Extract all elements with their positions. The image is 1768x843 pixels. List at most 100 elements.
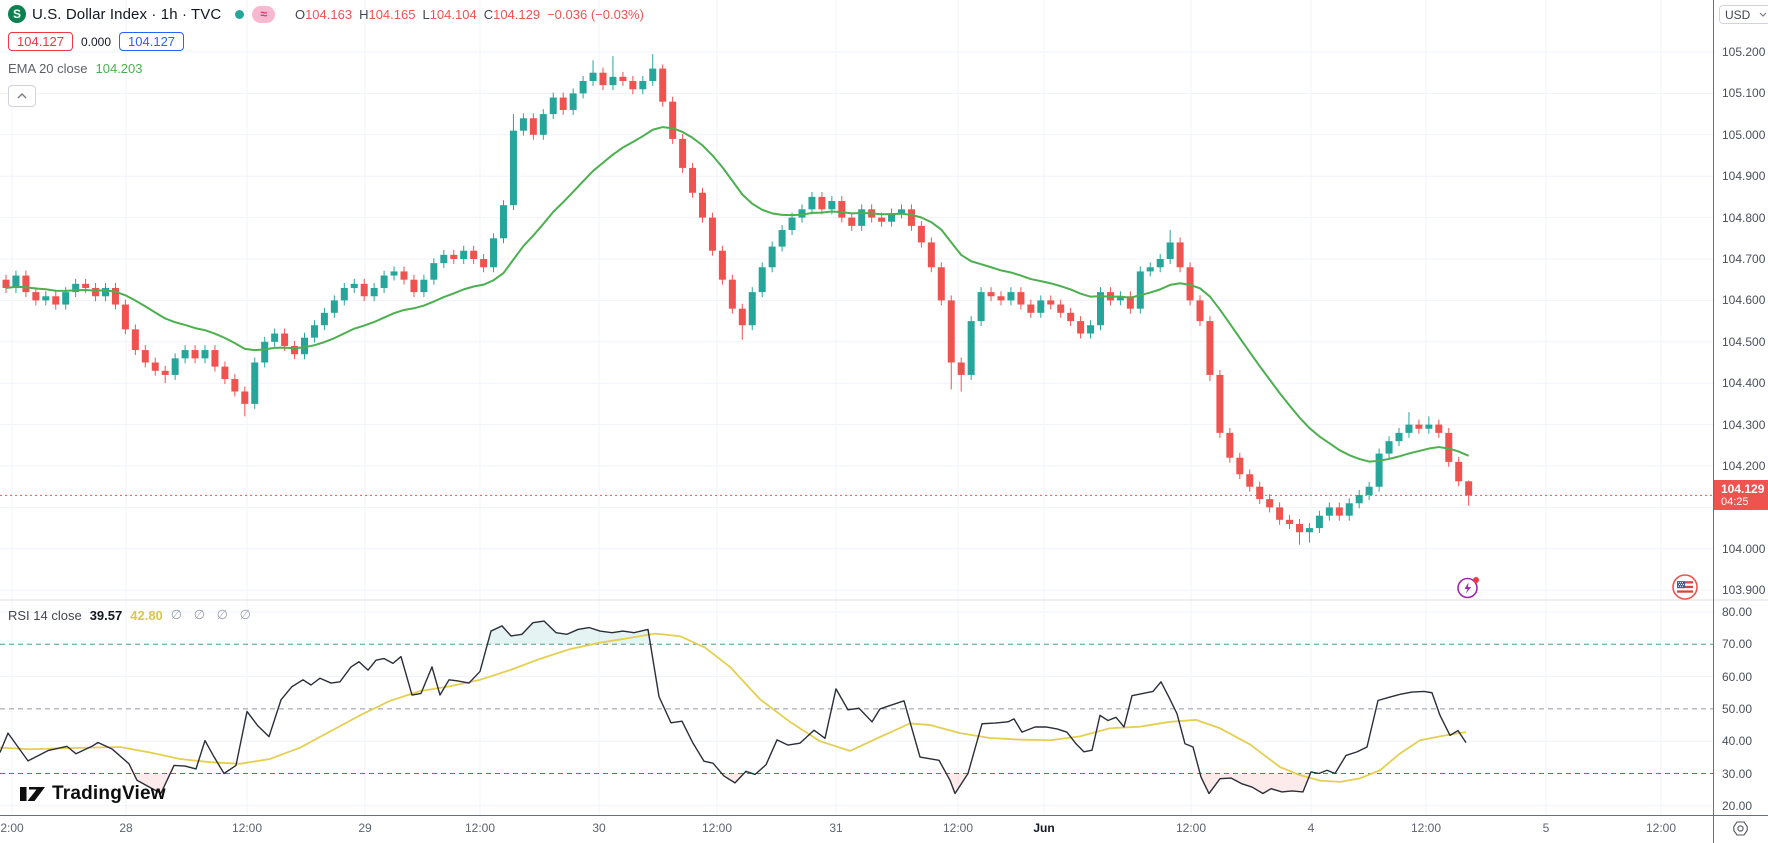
price-axis-label: 105.000	[1722, 127, 1766, 142]
candle-body	[410, 279, 418, 293]
candle-body	[82, 283, 90, 288]
candle-body	[1435, 424, 1443, 433]
candle-body	[1196, 300, 1204, 322]
candle-body	[440, 254, 448, 264]
candle-body	[937, 267, 945, 301]
candle-body	[320, 312, 328, 326]
rsi-axis-label: 30.00	[1722, 766, 1753, 781]
candle-body	[1126, 296, 1134, 309]
currency-selector[interactable]: USD	[1719, 5, 1768, 24]
candle-body	[52, 296, 60, 305]
candle-body	[609, 76, 617, 86]
candle-body	[141, 350, 149, 363]
candle-body	[261, 341, 269, 363]
candle-body	[599, 72, 607, 86]
candle-body	[1276, 507, 1284, 520]
tradingview-logo[interactable]: TradingView	[20, 783, 166, 805]
candle-body	[1405, 424, 1413, 433]
candle-body	[390, 271, 398, 276]
candle-body	[848, 217, 856, 226]
candle-body	[191, 350, 199, 359]
candle-body	[420, 279, 428, 293]
candle-body	[1395, 432, 1403, 442]
rsi-band-fill	[721, 773, 744, 783]
candle-body	[430, 263, 438, 280]
candle-body	[679, 138, 687, 168]
rsi-axis-label: 70.00	[1722, 637, 1753, 652]
rsi-legend-value: 39.57	[89, 607, 123, 623]
candle-body	[669, 101, 677, 139]
time-axis-label: 29	[358, 821, 372, 835]
candle-body	[340, 287, 348, 301]
candle-body	[360, 283, 368, 297]
time-axis-label: 12:00	[1410, 821, 1442, 835]
candle-body	[699, 192, 706, 218]
timezone-clock-button[interactable]	[1732, 820, 1749, 842]
candle-body	[1037, 300, 1045, 313]
candle-body	[718, 250, 726, 280]
candle-body	[1445, 432, 1453, 462]
ohlc-values: O104.163 H104.165 L104.104 C104.129 −0.0…	[294, 6, 644, 22]
candle-body	[500, 205, 507, 239]
candle-body	[330, 300, 338, 313]
candle-body	[22, 275, 30, 293]
candle-body	[102, 287, 109, 297]
candle-body	[231, 379, 239, 392]
candle-body	[251, 362, 259, 404]
candle-body	[460, 250, 468, 259]
candle-body	[32, 292, 40, 301]
candle-body	[1365, 486, 1373, 495]
candle-body	[1206, 321, 1214, 375]
ema-legend[interactable]: EMA 20 close 104.203	[8, 61, 644, 76]
candle-body	[828, 201, 836, 210]
rsi-band-placeholders: ∅ ∅ ∅ ∅	[170, 607, 255, 622]
sell-button[interactable]: 104.127	[8, 32, 73, 51]
candle-body	[758, 267, 766, 293]
time-axis-label: 12:00	[701, 821, 733, 835]
rsi-band-fill	[946, 773, 968, 794]
candle-body	[808, 196, 816, 210]
candle-body	[1256, 486, 1264, 500]
candle-body	[947, 300, 955, 363]
rsi-legend[interactable]: RSI 14 close 39.57 42.80 ∅ ∅ ∅ ∅	[8, 607, 255, 623]
candle-body	[917, 225, 925, 243]
collapse-legend-button[interactable]	[8, 85, 36, 107]
us-flag-icon[interactable]	[1672, 574, 1698, 605]
candle-body	[171, 358, 179, 375]
candle-body	[1166, 242, 1174, 259]
time-axis-label: 5	[1542, 821, 1550, 835]
time-axis-label: 30	[592, 821, 606, 835]
candle-body	[1335, 507, 1343, 516]
candle-body	[728, 279, 736, 309]
candle-body	[1067, 312, 1075, 322]
candle-body	[1286, 519, 1294, 524]
candle-body	[539, 114, 547, 135]
candle-body	[858, 209, 866, 226]
candle-body	[997, 296, 1005, 301]
candle-body	[519, 118, 527, 131]
time-axis-label: 4	[1307, 821, 1315, 835]
candle-body	[470, 250, 478, 259]
candle-body	[1375, 453, 1383, 487]
price-axis-label: 104.200	[1722, 459, 1766, 473]
price-axis-label: 104.000	[1722, 541, 1766, 556]
candle-body	[92, 287, 100, 297]
candle-body	[1226, 432, 1234, 458]
candle-body	[1415, 424, 1423, 429]
approximate-data-badge[interactable]: ≈	[252, 5, 275, 23]
candle-body	[201, 350, 209, 359]
candle-body	[798, 209, 806, 218]
candle-body	[1455, 461, 1463, 482]
candle-body	[1146, 267, 1154, 272]
candle-body	[62, 292, 70, 305]
symbol-title[interactable]: U.S. Dollar Index · 1h · TVC	[32, 5, 222, 23]
candle-body	[778, 230, 786, 247]
instant-order-lightning-icon[interactable]	[1455, 574, 1482, 606]
buy-button[interactable]: 104.127	[119, 32, 185, 51]
candle-body	[569, 93, 577, 110]
candle-body	[271, 333, 279, 342]
candle-body	[1116, 296, 1124, 301]
candle-body	[1236, 457, 1244, 475]
candle-body	[639, 80, 647, 90]
